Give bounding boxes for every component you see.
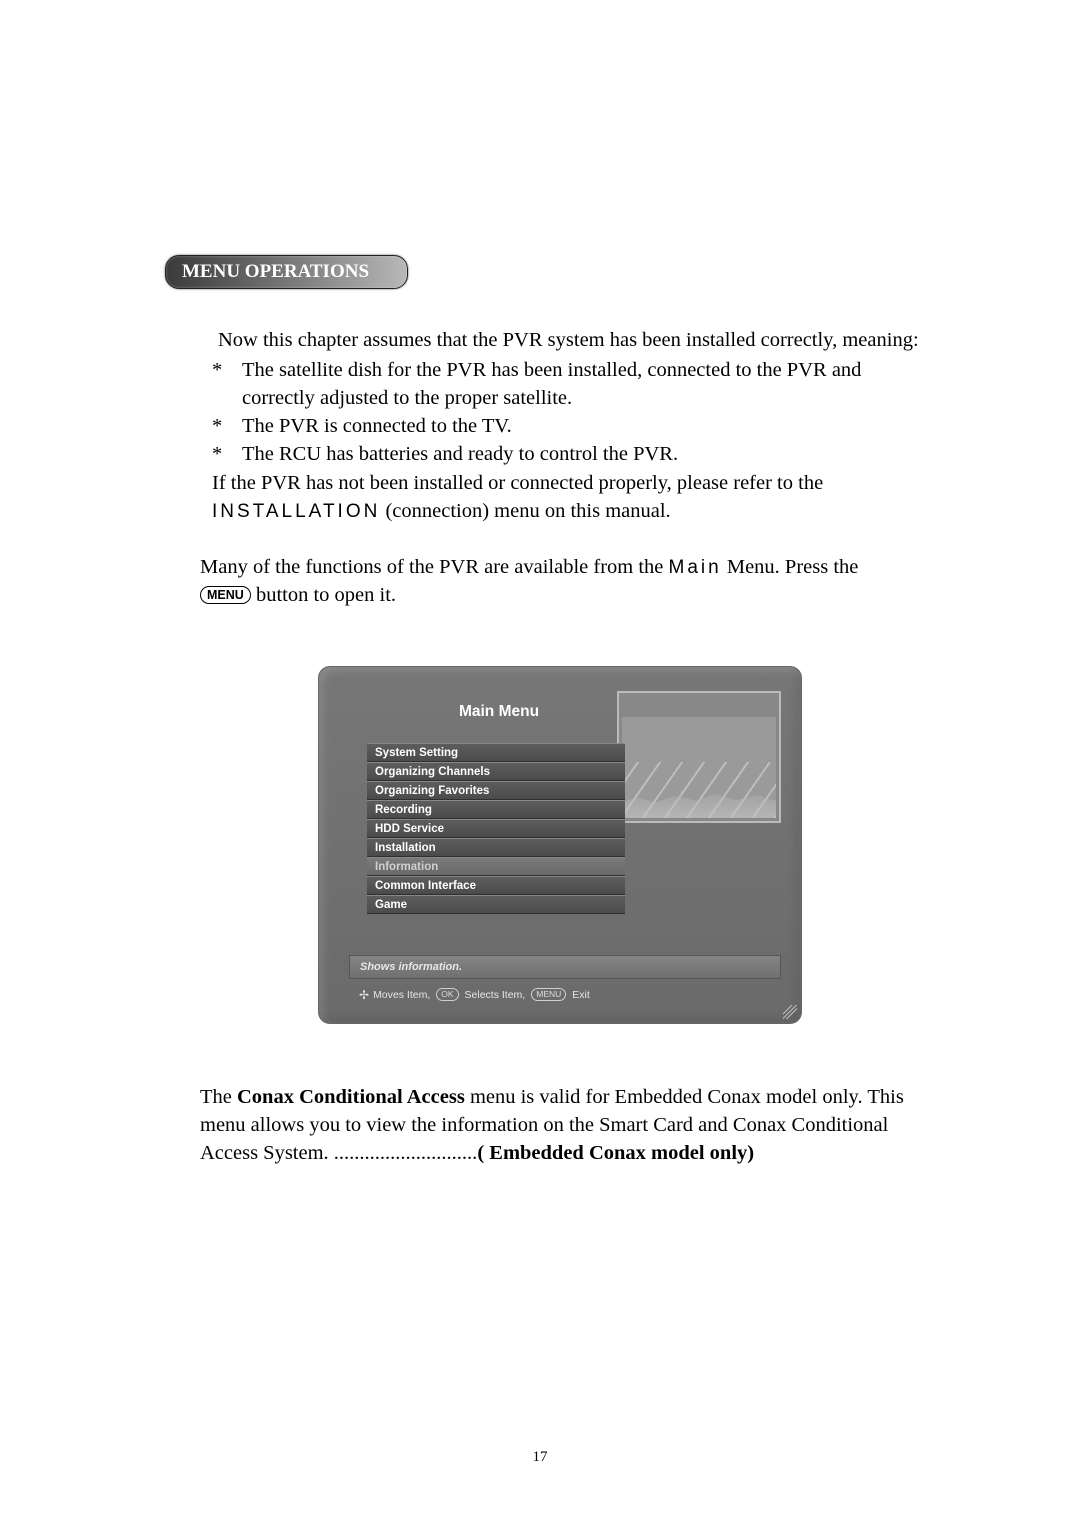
installation-label: INSTALLATION — [212, 501, 380, 522]
menu-button-icon: MENU — [200, 586, 251, 604]
page-number: 17 — [0, 1449, 1080, 1466]
footer-selects-text: Selects Item, — [465, 985, 526, 1005]
main-menu-label: Main — [669, 557, 722, 578]
hint-text: Shows information. — [360, 961, 462, 973]
section-heading-tab: MENU OPERATIONS — [165, 255, 408, 289]
menu-item[interactable]: System Setting — [367, 743, 625, 762]
conax-paragraph: The Conax Conditional Access menu is val… — [200, 1084, 920, 1168]
functions-line: Many of the functions of the PVR are ava… — [200, 554, 920, 610]
preview-window — [617, 691, 781, 823]
bullet-text: The satellite dish for the PVR has been … — [242, 357, 920, 413]
menu-item-list: System SettingOrganizing ChannelsOrganiz… — [367, 743, 625, 914]
menu-item[interactable]: Organizing Favorites — [367, 781, 625, 800]
menu-item[interactable]: Recording — [367, 800, 625, 819]
preview-content — [622, 717, 776, 818]
after-bullets-line: If the PVR has not been installed or con… — [200, 470, 920, 526]
intro-bullets: * The satellite dish for the PVR has bee… — [200, 357, 920, 469]
ok-button-icon: OK — [436, 988, 458, 1001]
figure-container: Main Menu System SettingOrganizing Chann… — [200, 666, 920, 1024]
bullet-text: The PVR is connected to the TV. — [242, 413, 920, 441]
conax-before-1: The — [200, 1086, 237, 1108]
section-heading-text: MENU OPERATIONS — [182, 261, 369, 282]
menu-button-small-icon: MENU — [531, 988, 566, 1001]
menu-item[interactable]: Installation — [367, 838, 625, 857]
functions-paragraph: Many of the functions of the PVR are ava… — [200, 554, 920, 610]
footer-moves-text: Moves Item, — [373, 985, 430, 1005]
functions-before-main: Many of the functions of the PVR are ava… — [200, 556, 669, 578]
menu-item[interactable]: HDD Service — [367, 819, 625, 838]
menu-item[interactable]: Information — [367, 857, 625, 876]
functions-after-menu: button to open it. — [256, 584, 396, 606]
after-bullets-text-1: If the PVR has not been installed or con… — [212, 472, 823, 494]
screenshot-title: Main Menu — [379, 703, 619, 721]
bullet-row: * The PVR is connected to the TV. — [200, 413, 920, 441]
after-bullets-text-2: (connection) menu on this manual. — [385, 500, 670, 522]
bullet-text: The RCU has batteries and ready to contr… — [242, 441, 920, 469]
menu-item[interactable]: Common Interface — [367, 876, 625, 895]
intro-block: Now this chapter assumes that the PVR sy… — [200, 327, 920, 526]
conax-line: The Conax Conditional Access menu is val… — [200, 1084, 920, 1168]
bullet-row: * The satellite dish for the PVR has bee… — [200, 357, 920, 413]
conax-bold-2: ( Embedded Conax model only) — [477, 1142, 754, 1164]
asterisk-icon: * — [200, 413, 242, 441]
asterisk-icon: * — [200, 357, 242, 413]
arrow-keys-icon: ✢ — [359, 989, 369, 1001]
main-menu-screenshot: Main Menu System SettingOrganizing Chann… — [318, 666, 802, 1024]
menu-item[interactable]: Game — [367, 895, 625, 914]
functions-after-main: Menu. Press the — [722, 556, 859, 578]
bullet-row: * The RCU has batteries and ready to con… — [200, 441, 920, 469]
conax-bold-1: Conax Conditional Access — [237, 1086, 465, 1108]
asterisk-icon: * — [200, 441, 242, 469]
resize-grip-icon — [783, 1005, 797, 1019]
document-page: MENU OPERATIONS Now this chapter assumes… — [0, 0, 1080, 1528]
hint-bar: Shows information. — [349, 955, 781, 979]
menu-item[interactable]: Organizing Channels — [367, 762, 625, 781]
footer-exit-text: Exit — [572, 985, 590, 1005]
footer-help-bar: ✢ Moves Item, OK Selects Item, MENU Exit — [349, 985, 781, 1005]
intro-line: Now this chapter assumes that the PVR sy… — [200, 327, 920, 355]
